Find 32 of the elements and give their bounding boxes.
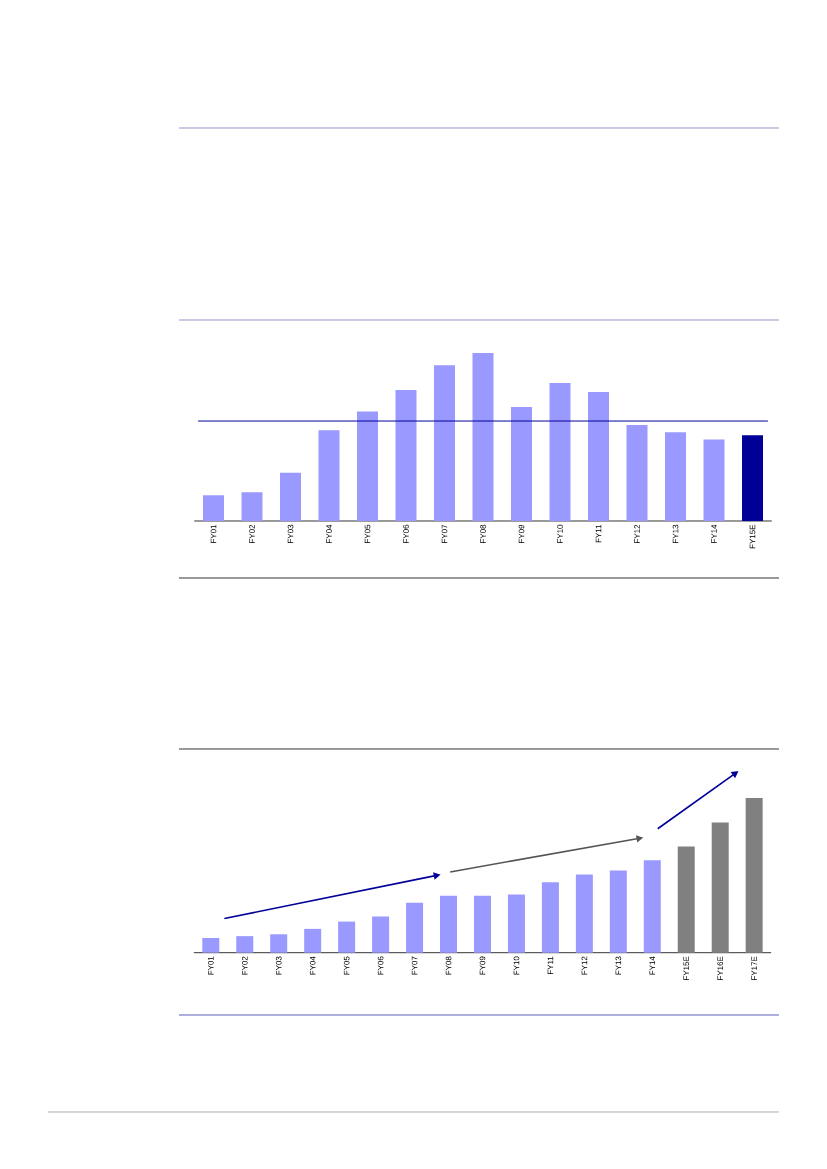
- bar: [643, 860, 661, 953]
- bar: [280, 472, 301, 521]
- bar: [440, 895, 458, 953]
- bar: [202, 937, 220, 953]
- bar: [406, 902, 424, 953]
- bar: [395, 390, 417, 521]
- bar: [541, 882, 559, 953]
- bar: [236, 936, 254, 953]
- bar: [575, 874, 593, 953]
- bar: [511, 406, 532, 521]
- bar: [270, 934, 288, 953]
- bar: [626, 424, 648, 521]
- bar: [304, 928, 322, 953]
- bar: [372, 916, 390, 953]
- bar: [318, 430, 340, 521]
- bar: [203, 495, 224, 521]
- bar: [677, 846, 695, 953]
- bar: [742, 435, 763, 521]
- bar: [507, 894, 525, 953]
- bar: [338, 921, 356, 953]
- bar: [745, 797, 763, 953]
- bar: [711, 822, 729, 953]
- bar: [665, 432, 686, 521]
- bar: [473, 895, 491, 953]
- bar: [472, 352, 494, 521]
- bar: [434, 365, 455, 521]
- bar: [241, 492, 263, 521]
- bar: [357, 411, 378, 521]
- bar: [703, 439, 725, 521]
- bar: [549, 382, 571, 521]
- bar: [588, 391, 609, 521]
- bar: [609, 870, 627, 953]
